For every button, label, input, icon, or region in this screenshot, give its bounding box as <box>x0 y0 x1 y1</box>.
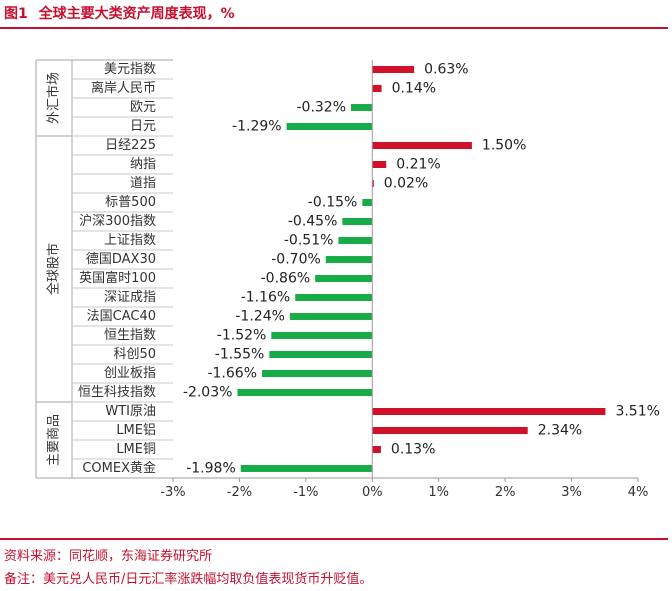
bar <box>372 142 472 149</box>
data-label: -0.15% <box>308 195 358 211</box>
bar <box>351 104 373 111</box>
category-label: LME铜 <box>116 442 156 457</box>
category-label: LME铝 <box>116 423 156 438</box>
data-label: -1.29% <box>232 119 282 135</box>
group-label: 主要商品 <box>47 414 62 466</box>
bar <box>372 446 381 453</box>
bar <box>237 389 373 396</box>
data-label: 0.14% <box>392 81 436 97</box>
footer-rule <box>0 538 668 540</box>
category-label: 深证成指 <box>104 290 156 305</box>
figure-title: 图1 全球主要大类资产周度表现，% <box>4 3 235 23</box>
x-tick-label: 2% <box>495 485 516 500</box>
category-label: 美元指数 <box>104 62 156 77</box>
data-label: -0.70% <box>271 252 321 268</box>
title-rule <box>0 27 668 29</box>
bar <box>372 66 415 73</box>
data-label: -1.66% <box>207 366 257 382</box>
category-label: 恒生科技指数 <box>78 385 156 400</box>
bar <box>372 408 606 415</box>
group-label: 全球股市 <box>46 243 62 295</box>
data-label: -1.52% <box>217 328 267 344</box>
category-label: 法国CAC40 <box>87 309 156 324</box>
bar <box>271 332 373 339</box>
data-label: 2.34% <box>538 423 582 439</box>
category-label: 上证指数 <box>104 233 156 248</box>
category-label: 离岸人民币 <box>91 80 156 96</box>
data-label: 0.21% <box>396 157 440 173</box>
category-label: 科创50 <box>113 347 156 362</box>
bar <box>362 199 373 206</box>
data-label: -1.55% <box>215 347 265 363</box>
category-label: 欧元 <box>130 100 156 115</box>
x-tick-label: 3% <box>561 485 582 500</box>
bar <box>289 313 373 320</box>
bar <box>338 237 373 244</box>
category-label: 道指 <box>130 176 156 191</box>
x-tick-label: -1% <box>293 485 318 500</box>
data-label: -2.03% <box>183 385 233 401</box>
x-tick-label: 0% <box>362 485 383 500</box>
figure-title-text: 全球主要大类资产周度表现，% <box>38 6 235 22</box>
category-label: WTI原油 <box>105 404 156 419</box>
data-label: -1.98% <box>186 461 236 477</box>
data-label: 0.63% <box>424 62 468 78</box>
x-tick-label: -3% <box>160 485 185 500</box>
bar <box>269 351 373 358</box>
x-tick-label: -2% <box>227 485 252 500</box>
category-label: 日经225 <box>105 138 156 153</box>
figure-label: 图1 <box>4 6 28 22</box>
bar <box>295 294 373 301</box>
remark-note: 备注：美元兑人民币/日元汇率涨跌幅均取负值表现货币升贬值。 <box>4 572 373 587</box>
category-label: 日元 <box>130 119 156 134</box>
category-label: 德国DAX30 <box>86 252 156 267</box>
bar <box>286 123 373 130</box>
bar <box>262 370 373 377</box>
bar <box>325 256 373 263</box>
data-label: 0.13% <box>391 442 435 458</box>
bar <box>372 85 382 92</box>
data-label: -0.32% <box>296 100 346 116</box>
x-tick-label: 1% <box>428 485 449 500</box>
data-label: 0.02% <box>384 176 428 192</box>
data-label: -0.51% <box>284 233 334 249</box>
data-label: 1.50% <box>482 138 526 154</box>
bar <box>342 218 373 225</box>
category-label: 恒生指数 <box>104 328 156 343</box>
bar <box>372 180 374 187</box>
category-label: COMEX黄金 <box>82 460 156 476</box>
source-note: 资料来源：同花顺，东海证券研究所 <box>4 549 213 564</box>
category-label: 纳指 <box>130 157 156 172</box>
category-label: 创业板指 <box>104 366 156 381</box>
group-label: 外汇市场 <box>46 72 62 124</box>
category-label: 沪深300指数 <box>79 213 156 229</box>
data-label: -1.24% <box>235 309 285 325</box>
bar <box>240 465 373 472</box>
data-label: -0.45% <box>288 214 338 230</box>
category-label: 英国富时100 <box>79 270 156 286</box>
x-tick-label: 4% <box>628 485 649 500</box>
category-label: 标普500 <box>105 195 156 210</box>
bar <box>372 427 528 434</box>
data-label: -1.16% <box>241 290 291 306</box>
data-label: -0.86% <box>261 271 311 287</box>
bar <box>315 275 373 282</box>
data-label: 3.51% <box>615 404 659 420</box>
bar <box>372 161 387 168</box>
